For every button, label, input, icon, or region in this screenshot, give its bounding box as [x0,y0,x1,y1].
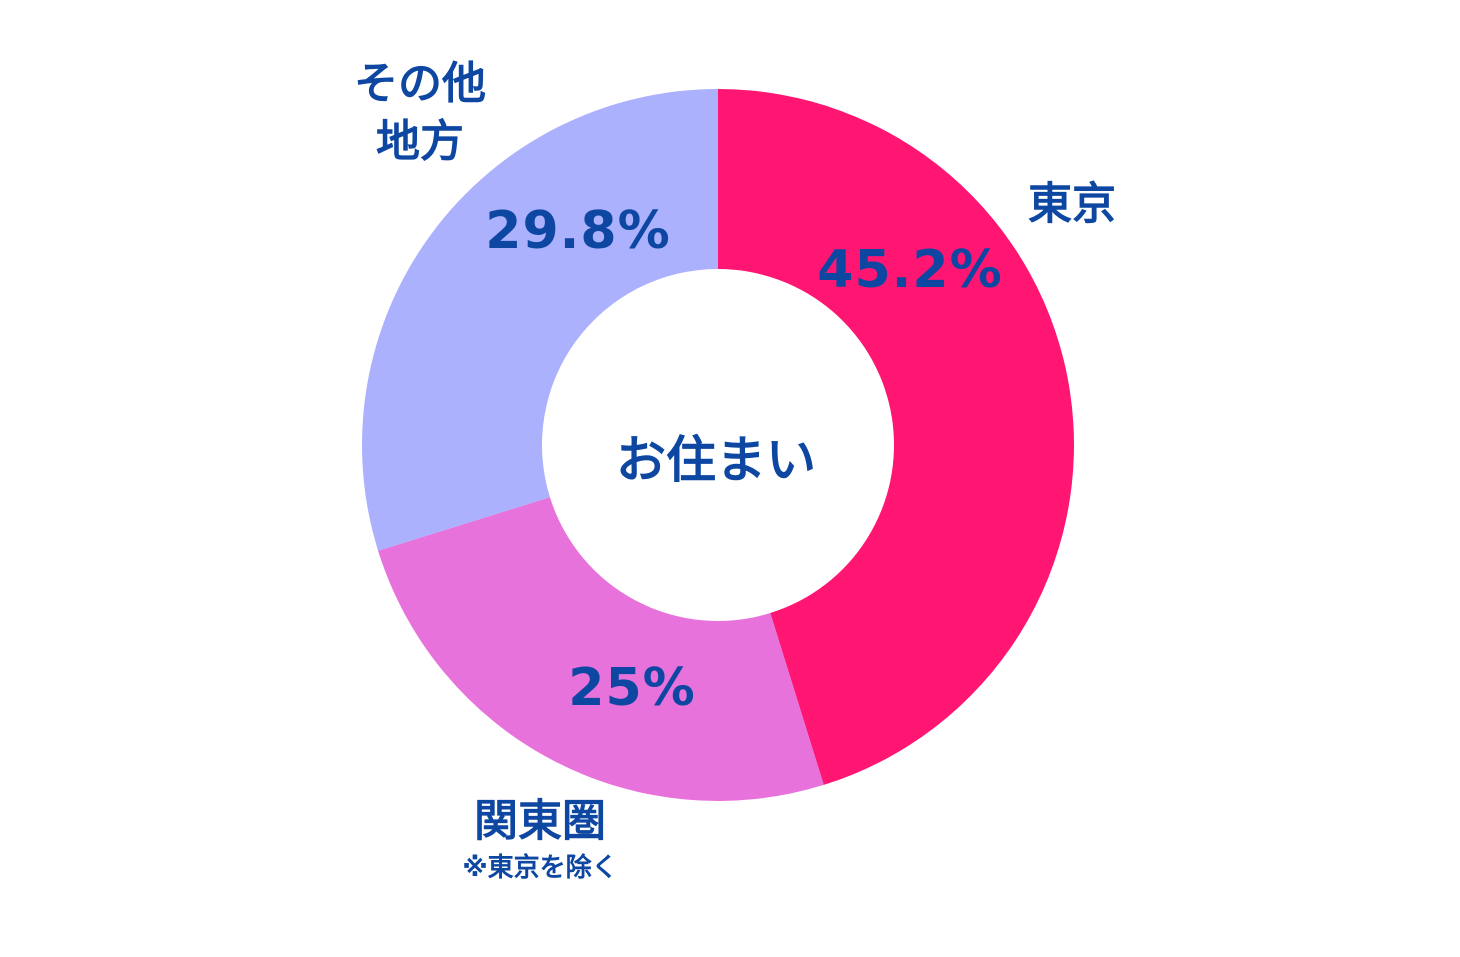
donut-slices [362,89,1074,801]
category-label-other-line: 地方 [376,116,464,167]
value-label-kanto: 25% [568,658,695,718]
slice-tokyo [718,89,1074,785]
value-label-tokyo: 45.2% [817,240,1002,300]
value-label-other: 29.8% [485,201,670,261]
category-note-kanto: ※東京を除く [462,852,617,883]
center-title: お住まい [616,431,816,489]
slice-kanto [378,497,824,801]
category-label-other-line: その他 [354,58,486,109]
slice-other [362,89,718,551]
category-label-kanto: 関東圏 [474,796,606,847]
category-label-other: その他地方 [354,58,486,167]
category-label-tokyo: 東京 [1028,179,1116,230]
